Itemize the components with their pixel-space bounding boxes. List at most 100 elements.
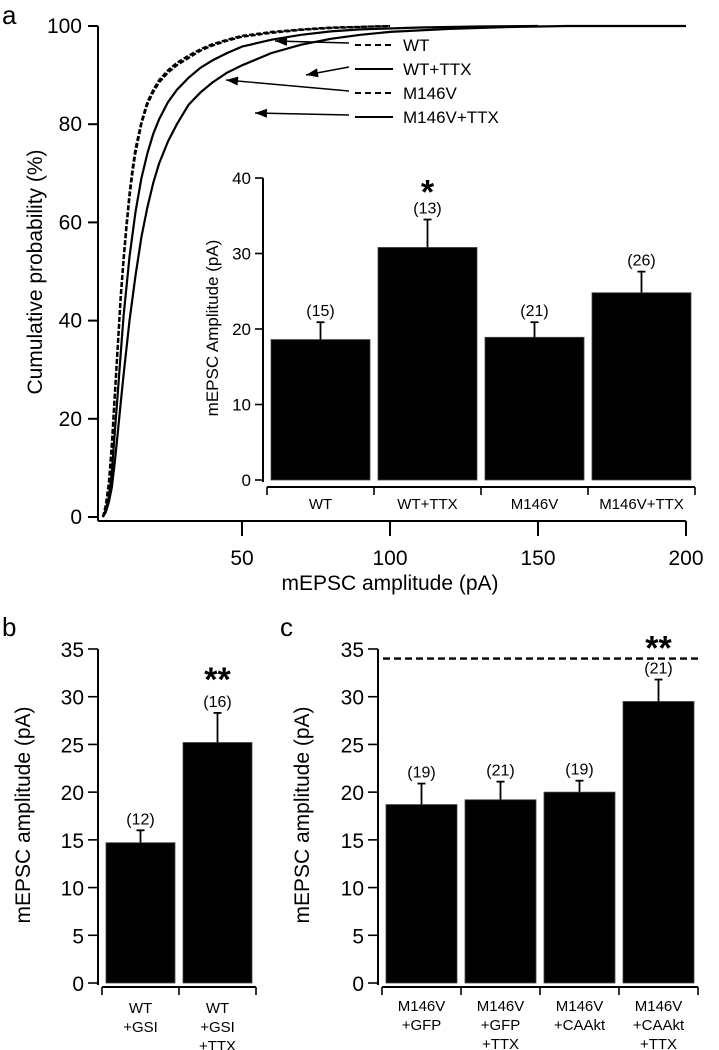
- b-y-tick-label: 30: [61, 687, 84, 710]
- y-tick-label: 20: [59, 408, 82, 431]
- legend-arrowhead-icon: [226, 76, 239, 86]
- legend-arrowhead-icon: [255, 108, 268, 118]
- legend-arrow-line: [225, 79, 350, 92]
- b-category-label: WT: [129, 1000, 152, 1017]
- b-significance-marker: **: [204, 661, 231, 699]
- c-category-label: +TTX: [640, 1036, 677, 1050]
- c-n-label: (19): [565, 762, 593, 779]
- x-axis-label: mEPSC amplitude (pA): [281, 572, 498, 595]
- b-category-label: WT: [206, 1000, 229, 1017]
- y-tick-label: 80: [59, 113, 82, 136]
- inset-n-label: (13): [413, 201, 441, 218]
- panel-a-inset: 0 10 20 30 40 (15) WT (13)* WT+TTX (21) M146V (26) M…: [203, 169, 696, 513]
- b-y-axis-label: mEPSC amplitude (pA): [12, 706, 35, 923]
- c-bar: [543, 791, 616, 984]
- legend-arrow-line: [254, 112, 350, 116]
- b-n-label: (12): [126, 811, 154, 828]
- inset-y-tick-label: 40: [232, 169, 251, 188]
- c-n-label: (21): [486, 763, 514, 780]
- inset-category-label: M146V: [511, 496, 559, 513]
- c-significance-marker: **: [645, 630, 672, 668]
- b-y-tick-label: 0: [72, 973, 84, 996]
- series-line-m146v-plus-ttx: [101, 24, 686, 518]
- inset-n-label: (15): [306, 303, 334, 320]
- c-y-tick-label: 30: [341, 687, 364, 710]
- y-tick-label: 0: [70, 506, 82, 529]
- c-category-label: M146V: [556, 998, 604, 1015]
- legend-label: M146V+TTX: [403, 108, 499, 127]
- legend-arrowhead-icon: [306, 68, 319, 78]
- b-category-label: +TTX: [199, 1038, 236, 1050]
- b-category-label: +GSI: [200, 1019, 235, 1036]
- b-bar: [105, 842, 176, 984]
- legend-arrowhead-icon: [275, 36, 288, 46]
- b-y-tick-label: 25: [61, 734, 84, 757]
- panel-label-c: c: [280, 612, 293, 642]
- c-category-label: +TTX: [482, 1036, 519, 1050]
- c-y-tick-label: 10: [341, 878, 364, 901]
- c-y-tick-label: 35: [341, 639, 364, 662]
- inset-category-label: M146V+TTX: [599, 496, 684, 513]
- c-y-axis-label: mEPSC amplitude (pA): [291, 706, 314, 923]
- inset-y-tick-label: 30: [232, 245, 251, 264]
- panel-label-b: b: [2, 612, 16, 642]
- series-line-m146v: [101, 24, 391, 518]
- b-y-tick-label: 35: [61, 639, 84, 662]
- inset-category-label: WT+TTX: [397, 496, 457, 513]
- legend-label: WT: [403, 36, 429, 55]
- c-bar: [622, 701, 695, 984]
- b-y-tick-label: 10: [61, 878, 84, 901]
- c-category-label: +GFP: [402, 1017, 442, 1034]
- c-y-tick-label: 20: [341, 782, 364, 805]
- panel-c: c 0 5 10 15 20 25 30 35 (19) M146V +GFP (21) M146V +GF…: [280, 612, 699, 1050]
- x-tick-label: 50: [230, 547, 253, 570]
- series-line-wt-plus-ttx: [101, 24, 539, 518]
- panel-label-a: a: [2, 0, 17, 30]
- c-bar: [385, 804, 458, 984]
- inset-bar: [484, 336, 585, 481]
- b-category-label: +GSI: [123, 1019, 158, 1036]
- x-tick-label: 200: [668, 547, 703, 570]
- inset-category-label: WT: [309, 496, 332, 513]
- x-tick-label: 150: [520, 547, 555, 570]
- b-bar: [182, 742, 253, 984]
- inset-n-label: (21): [520, 303, 548, 320]
- c-category-label: +GFP: [481, 1017, 521, 1034]
- c-category-label: +CAAkt: [633, 1017, 685, 1034]
- x-tick-label: 100: [372, 547, 407, 570]
- legend-label: WT+TTX: [403, 60, 471, 79]
- c-n-label: (21): [644, 661, 672, 678]
- inset-significance-marker: *: [421, 174, 435, 212]
- y-axis-label: Cumulative probability (%): [24, 149, 47, 394]
- inset-y-tick-label: 10: [232, 396, 251, 415]
- b-y-tick-label: 20: [61, 782, 84, 805]
- c-n-label: (19): [407, 765, 435, 782]
- inset-n-label: (26): [627, 253, 655, 270]
- c-category-label: M146V: [635, 998, 683, 1015]
- c-y-tick-label: 25: [341, 734, 364, 757]
- c-y-tick-label: 0: [352, 973, 364, 996]
- inset-y-axis-label: mEPSC Amplitude (pA): [203, 240, 222, 417]
- inset-y-tick-label: 20: [232, 320, 251, 339]
- c-y-tick-label: 5: [352, 925, 364, 948]
- y-tick-label: 40: [59, 310, 82, 333]
- inset-bar: [270, 339, 371, 481]
- inset-bar: [377, 247, 478, 481]
- inset-bar: [591, 292, 692, 481]
- c-bar: [464, 799, 537, 984]
- legend-label: M146V: [403, 84, 458, 103]
- legend-arrow-line: [274, 40, 350, 44]
- c-category-label: +CAAkt: [554, 1017, 606, 1034]
- y-tick-label: 60: [59, 211, 82, 234]
- panel-b: b 0 5 10 15 20 25 30 35 (12) WT +GSI (16)** WT +GSI +TT…: [2, 612, 257, 1050]
- c-category-label: M146V: [477, 998, 525, 1015]
- inset-y-tick-label: 0: [242, 471, 251, 490]
- b-n-label: (16): [203, 694, 231, 711]
- c-y-tick-label: 15: [341, 830, 364, 853]
- c-category-label: M146V: [398, 998, 446, 1015]
- b-y-tick-label: 5: [72, 925, 84, 948]
- y-tick-label: 100: [47, 15, 82, 38]
- b-y-tick-label: 15: [61, 830, 84, 853]
